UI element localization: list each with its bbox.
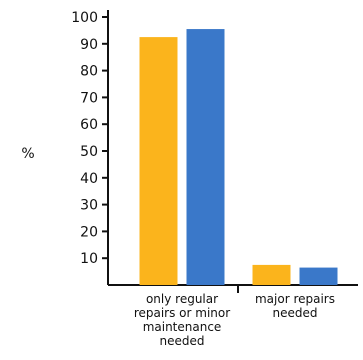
y-tick-label: 80	[80, 64, 98, 80]
bar-series-2-category-2	[299, 267, 338, 285]
y-ticks: 10 20 30 40 50 60 70 80 90 100	[71, 10, 108, 267]
x-category-labels: only regular repairs or minor maintenance n…	[134, 292, 335, 348]
x-category-label-line: needed	[273, 306, 318, 320]
y-tick-label: 60	[80, 117, 98, 133]
bars	[139, 29, 338, 286]
x-category-label-line: only regular	[146, 292, 218, 306]
bar-series-1-category-1	[139, 37, 178, 285]
y-tick-label: 90	[80, 37, 98, 53]
x-category-label-line: repairs or minor	[134, 306, 230, 320]
bar-series-1-category-2	[252, 264, 291, 285]
y-tick-label: 20	[80, 224, 98, 240]
y-tick-label: 10	[80, 251, 98, 267]
y-tick-label: 50	[80, 144, 98, 160]
y-tick-label: 30	[80, 198, 98, 214]
y-tick-label: 100	[71, 10, 98, 26]
x-category-label: major repairs needed	[255, 292, 335, 320]
x-category-label-line: maintenance	[143, 320, 222, 334]
x-category-label: only regular repairs or minor maintenance n…	[134, 292, 230, 348]
x-category-label-line: major repairs	[255, 292, 335, 306]
y-axis-label: %	[21, 146, 34, 162]
y-tick-label: 40	[80, 171, 98, 187]
y-tick-label: 70	[80, 90, 98, 106]
x-category-label-line: needed	[160, 334, 205, 348]
bar-series-2-category-1	[186, 29, 225, 286]
